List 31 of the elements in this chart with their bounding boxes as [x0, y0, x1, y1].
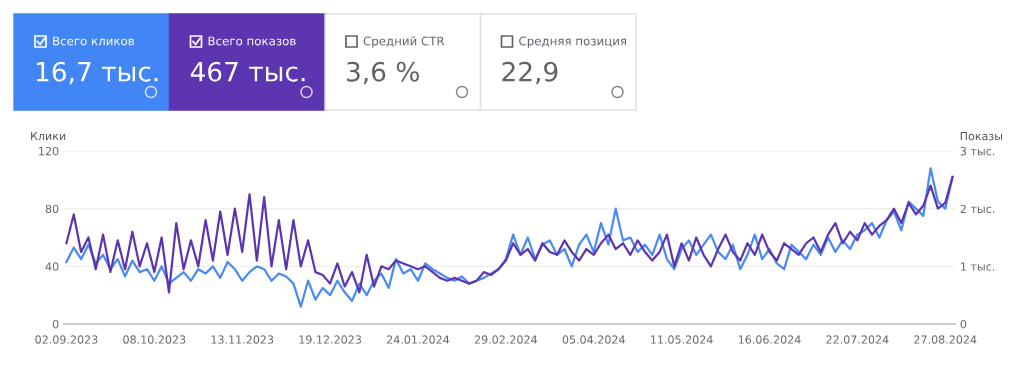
text: 3,6 %: [347, 61, 419, 85]
y2-tick-label: 0: [960, 319, 967, 329]
y-tick-label: 80: [45, 204, 59, 214]
text: Средняя позиция: [519, 36, 627, 48]
text: 16,7 тыс.: [36, 61, 158, 85]
line-series: [65, 175, 954, 294]
y2-axis-title: Показы: [960, 131, 1003, 141]
x-tick-label: 22.07.2024: [826, 335, 889, 344]
x-tick-label: 08.10.2023: [123, 335, 186, 344]
line-series: [65, 167, 954, 308]
text: Всего показов: [208, 36, 296, 46]
text: Всего кликов: [53, 36, 134, 46]
x-tick-label: 27.08.2024: [914, 335, 977, 344]
text: Средний CTR: [363, 36, 445, 48]
y-tick-label: 0: [52, 319, 59, 329]
y-tick-label: 120: [39, 146, 59, 156]
x-tick-label: 16.06.2024: [738, 335, 801, 344]
y2-tick-label: 3 тыс.: [960, 146, 995, 156]
x-tick-label: 29.02.2024: [474, 335, 538, 344]
x-tick-label: 13.11.2023: [211, 335, 274, 344]
x-tick-label: 11.05.2024: [651, 335, 713, 344]
x-tick-label: 19.12.2023: [299, 335, 361, 344]
x-tick-label: 05.04.2024: [562, 335, 625, 344]
text: 467 тыс.: [190, 61, 305, 82]
x-tick-label: 24.01.2024: [386, 335, 450, 344]
y-axis-title: Клики: [31, 131, 66, 141]
y-tick-label: 40: [45, 262, 59, 271]
x-tick-label: 02.09.2023: [35, 335, 98, 344]
y2-tick-label: 1 тыс.: [961, 262, 995, 271]
text: 22,9: [502, 61, 558, 85]
y2-tick-label: 2 тыс.: [960, 204, 995, 214]
